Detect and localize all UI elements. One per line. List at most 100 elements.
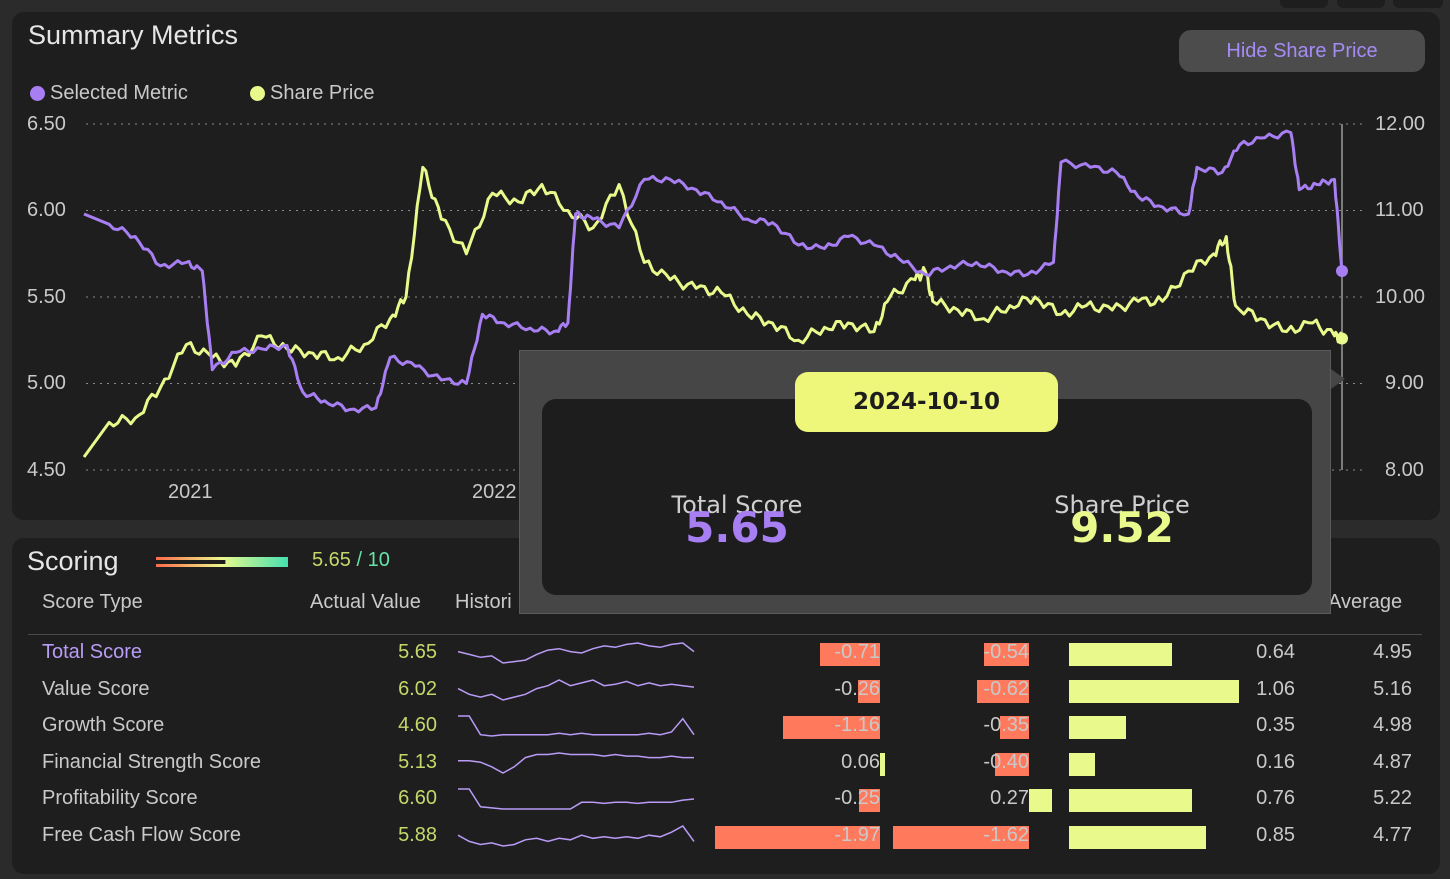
selected-metric-point[interactable] — [1336, 265, 1348, 278]
comparison-bar — [1069, 752, 1095, 776]
header-divider — [28, 634, 1422, 635]
column-header-historic[interactable]: Histori — [455, 591, 512, 613]
score-gauge-level — [156, 560, 226, 564]
comparison-value: -0.40 — [983, 750, 1029, 773]
score-type-label[interactable]: Free Cash Flow Score — [42, 824, 241, 846]
comparison-bar — [983, 643, 1029, 666]
score-type-label[interactable]: Value Score — [42, 677, 150, 700]
comparison-value: -0.35 — [983, 714, 1029, 737]
comparison-value: 0.85 — [1256, 824, 1295, 846]
sparkline-path — [458, 752, 694, 774]
comparison-value: -0.71 — [834, 641, 880, 663]
comparison-bar — [714, 826, 880, 849]
comparison-bar — [1069, 716, 1126, 740]
legend-dot-icon — [250, 86, 265, 101]
historic-sparkline — [458, 752, 694, 774]
comparison-bar — [1069, 789, 1192, 813]
comparison-bar — [1069, 826, 1207, 849]
score-type-label[interactable]: Total Score — [42, 641, 143, 663]
sparkline-path — [457, 642, 695, 664]
comparison-value: 0.64 — [1256, 641, 1295, 663]
y-right-tick: 11.00 — [1375, 199, 1424, 221]
legend-label: Share Price — [270, 82, 375, 104]
panel-title: Summary Metrics — [28, 20, 239, 50]
comparison-value: 0.27 — [990, 787, 1029, 810]
average-value: 4.95 — [1373, 641, 1412, 663]
average-value: 4.77 — [1373, 824, 1412, 846]
score-type-label[interactable]: Growth Score — [42, 714, 165, 737]
comparison-bar — [782, 716, 880, 740]
score-type-label[interactable]: Profitability Score — [42, 787, 198, 810]
top-tab[interactable] — [1337, 0, 1385, 8]
sparkline-path — [458, 715, 695, 737]
average-value: 4.87 — [1373, 750, 1412, 773]
y-right-tick: 10.00 — [1375, 286, 1426, 308]
selected-metric-line[interactable] — [83, 129, 1344, 414]
comparison-value: 0.76 — [1256, 787, 1295, 810]
share-price-line[interactable] — [82, 165, 1344, 458]
tooltip-left-value: 5.65 — [685, 503, 789, 552]
hide-share-price-button[interactable]: Hide Share Price — [1179, 30, 1425, 72]
actual-value: 4.60 — [398, 714, 437, 737]
comparison-value: -0.54 — [983, 641, 1029, 663]
historic-sparkline — [457, 825, 695, 847]
comparison-value: -0.25 — [834, 787, 880, 810]
column-header-actual-value[interactable]: Actual Value — [310, 591, 421, 613]
score-gauge — [156, 557, 288, 567]
actual-value: 5.88 — [398, 824, 437, 846]
score-type-label[interactable]: Financial Strength Score — [42, 750, 262, 773]
comparison-bar — [999, 716, 1029, 740]
historic-sparkline — [458, 788, 695, 811]
comparison-value: -1.97 — [834, 824, 880, 846]
average-value: 5.22 — [1373, 787, 1412, 810]
legend-item-share-price[interactable]: Share Price — [250, 82, 375, 105]
average-value: 5.16 — [1373, 677, 1412, 700]
comparison-value: 0.06 — [841, 750, 880, 773]
sparkline-path — [457, 678, 695, 701]
comparison-bar — [820, 643, 880, 666]
top-tab[interactable] — [1280, 0, 1328, 8]
comparison-value: -0.62 — [983, 677, 1029, 700]
y-right-tick: 12.00 — [1375, 113, 1426, 135]
actual-value: 5.13 — [398, 750, 437, 773]
comparison-bar — [1069, 643, 1173, 666]
comparison-value: 0.35 — [1256, 714, 1295, 737]
comparison-bar — [995, 752, 1029, 776]
column-header-score-type[interactable]: Score Type — [42, 591, 143, 613]
tooltip-right-label: Share Price — [1054, 491, 1190, 519]
tooltip-right-value: 9.52 — [1070, 503, 1174, 552]
score-max: / 10 — [350, 549, 390, 571]
sparkline-path — [457, 825, 695, 847]
y-left-tick: 6.50 — [27, 113, 66, 135]
y-left-tick: 4.50 — [27, 459, 66, 481]
x-tick: 2021 — [168, 481, 213, 503]
comparison-bar — [1029, 789, 1052, 813]
panel-title: Scoring — [27, 546, 119, 576]
historic-sparkline — [457, 642, 695, 664]
legend-dot-icon — [30, 86, 45, 101]
tooltip-left-label: Total Score — [671, 491, 803, 519]
share-price-point[interactable] — [1336, 332, 1348, 345]
comparison-bar — [880, 752, 886, 776]
actual-value: 6.60 — [398, 787, 437, 810]
comparison-bar — [858, 679, 880, 703]
x-tick: 2022 — [472, 481, 517, 503]
tooltip-arrow-icon — [1331, 369, 1345, 389]
column-header-average[interactable]: Average — [1328, 591, 1403, 613]
legend-item-selected-metric[interactable]: Selected Metric — [30, 82, 188, 105]
comparison-bar — [892, 826, 1029, 849]
tooltip-date: 2024-10-10 — [795, 372, 1058, 432]
score-value: 5.65 — [312, 549, 351, 571]
actual-value: 5.65 — [398, 641, 437, 663]
top-tab[interactable] — [1393, 0, 1443, 8]
historic-sparkline — [457, 678, 695, 701]
historic-sparkline — [458, 715, 695, 737]
y-right-tick: 8.00 — [1385, 459, 1424, 481]
sparkline-path — [458, 788, 695, 811]
y-left-tick: 5.00 — [27, 372, 66, 394]
comparison-value: -1.62 — [983, 824, 1029, 846]
y-left-tick: 5.50 — [27, 286, 66, 308]
comparison-bar — [859, 789, 880, 813]
chart-tooltip: Total Score Share Price 5.65 9.52 2024-1… — [519, 350, 1331, 614]
comparison-value: 0.16 — [1256, 750, 1295, 773]
